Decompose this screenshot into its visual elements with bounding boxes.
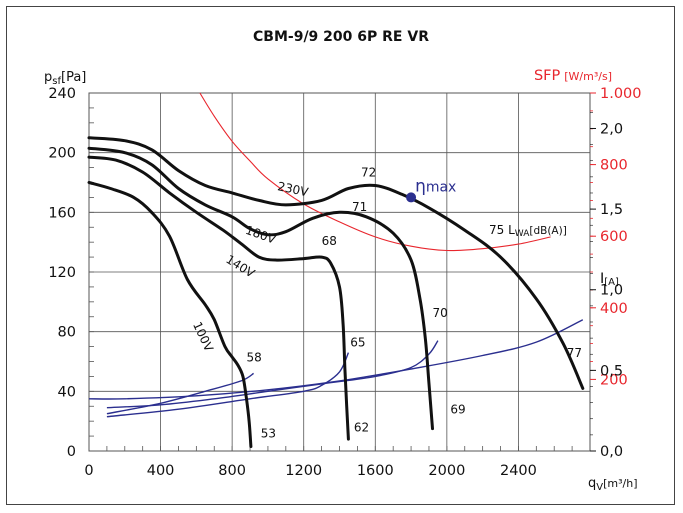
curve-annotation: 230V [276, 179, 310, 199]
current-tick-label: 1,0 [600, 283, 623, 299]
current-axis-label: I[A] [600, 271, 619, 288]
curve-annotation: 69 [450, 403, 465, 417]
y-tick-label: 160 [48, 205, 76, 221]
curves [87, 92, 585, 448]
x-tick-label: 400 [147, 463, 175, 479]
current-tick-label: 0,5 [600, 363, 623, 379]
curve-annotation: 58 [246, 351, 261, 365]
current-tick-label: 2,0 [600, 121, 623, 137]
curve-annotation: 53 [261, 427, 276, 441]
curve-annotation: 180V [244, 223, 279, 247]
chart-frame [6, 6, 675, 505]
sfp-axis-label: SFP [W/m³/s] [534, 68, 612, 84]
curve-annotation: 72 [361, 166, 376, 180]
chart-title: CBM-9/9 200 6P RE VR [253, 29, 429, 45]
current-tick-label: 1,5 [600, 202, 623, 218]
curve-annotation: 71 [352, 200, 367, 214]
y-tick-label: 200 [48, 146, 76, 162]
x-tick-label: 2000 [428, 463, 465, 479]
eta-max-label: ηmax [415, 176, 456, 196]
y-tick-label: 0 [67, 444, 76, 460]
minor-ticks [89, 92, 596, 452]
y-axis-label: psf[Pa] [44, 70, 86, 87]
x-tick-label: 1600 [357, 463, 394, 479]
current-curve [106, 340, 439, 409]
curve-annotation: 68 [322, 234, 337, 248]
x-tick-label: 0 [84, 463, 93, 479]
x-tick-label: 1200 [285, 463, 322, 479]
current-curve [106, 352, 350, 418]
x-tick-label: 800 [218, 463, 246, 479]
curve-annotation: 65 [350, 336, 365, 350]
y-tick-label: 80 [58, 325, 76, 341]
curve-annotation: 62 [354, 421, 369, 435]
sfp-tick-label: 1.000 [600, 86, 642, 102]
eta-max-point [406, 192, 417, 203]
x-tick-label: 2400 [500, 463, 537, 479]
pressure-curve [87, 181, 253, 448]
lwa-label: 75 LWA[dB(A)] [489, 223, 567, 239]
curve-annotation: 77 [567, 346, 582, 360]
sfp-tick-label: 200 [600, 372, 628, 388]
pressure-curve [87, 146, 434, 431]
y-tick-label: 40 [58, 384, 76, 400]
pressure-curve [87, 136, 585, 390]
sfp-tick-label: 800 [600, 158, 628, 174]
curve-annotation: 70 [433, 306, 448, 320]
curve-annotation: 140V [223, 252, 257, 281]
y-tick-label: 120 [48, 265, 76, 281]
current-tick-label: 0,0 [600, 444, 623, 460]
y-tick-label: 240 [48, 86, 76, 102]
sfp-curve [199, 92, 551, 252]
current-curve [106, 372, 254, 415]
sfp-tick-label: 400 [600, 301, 628, 317]
pressure-curve [87, 155, 350, 441]
curve-annotation: 100V [190, 320, 216, 355]
labels: 0 400 800 1200 1600 2000 2400 0 40 80 120 160 200 240… [48, 86, 641, 479]
x-axis-label: qV[m³/h] [588, 476, 638, 493]
sfp-tick-label: 600 [600, 229, 628, 245]
